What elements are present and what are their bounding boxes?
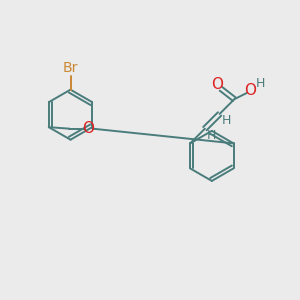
- Text: H: H: [255, 77, 265, 90]
- Text: Br: Br: [63, 61, 78, 75]
- Text: O: O: [82, 121, 94, 136]
- Text: H: H: [221, 114, 231, 127]
- Text: O: O: [244, 83, 256, 98]
- Text: O: O: [212, 77, 224, 92]
- Text: H: H: [207, 129, 216, 142]
